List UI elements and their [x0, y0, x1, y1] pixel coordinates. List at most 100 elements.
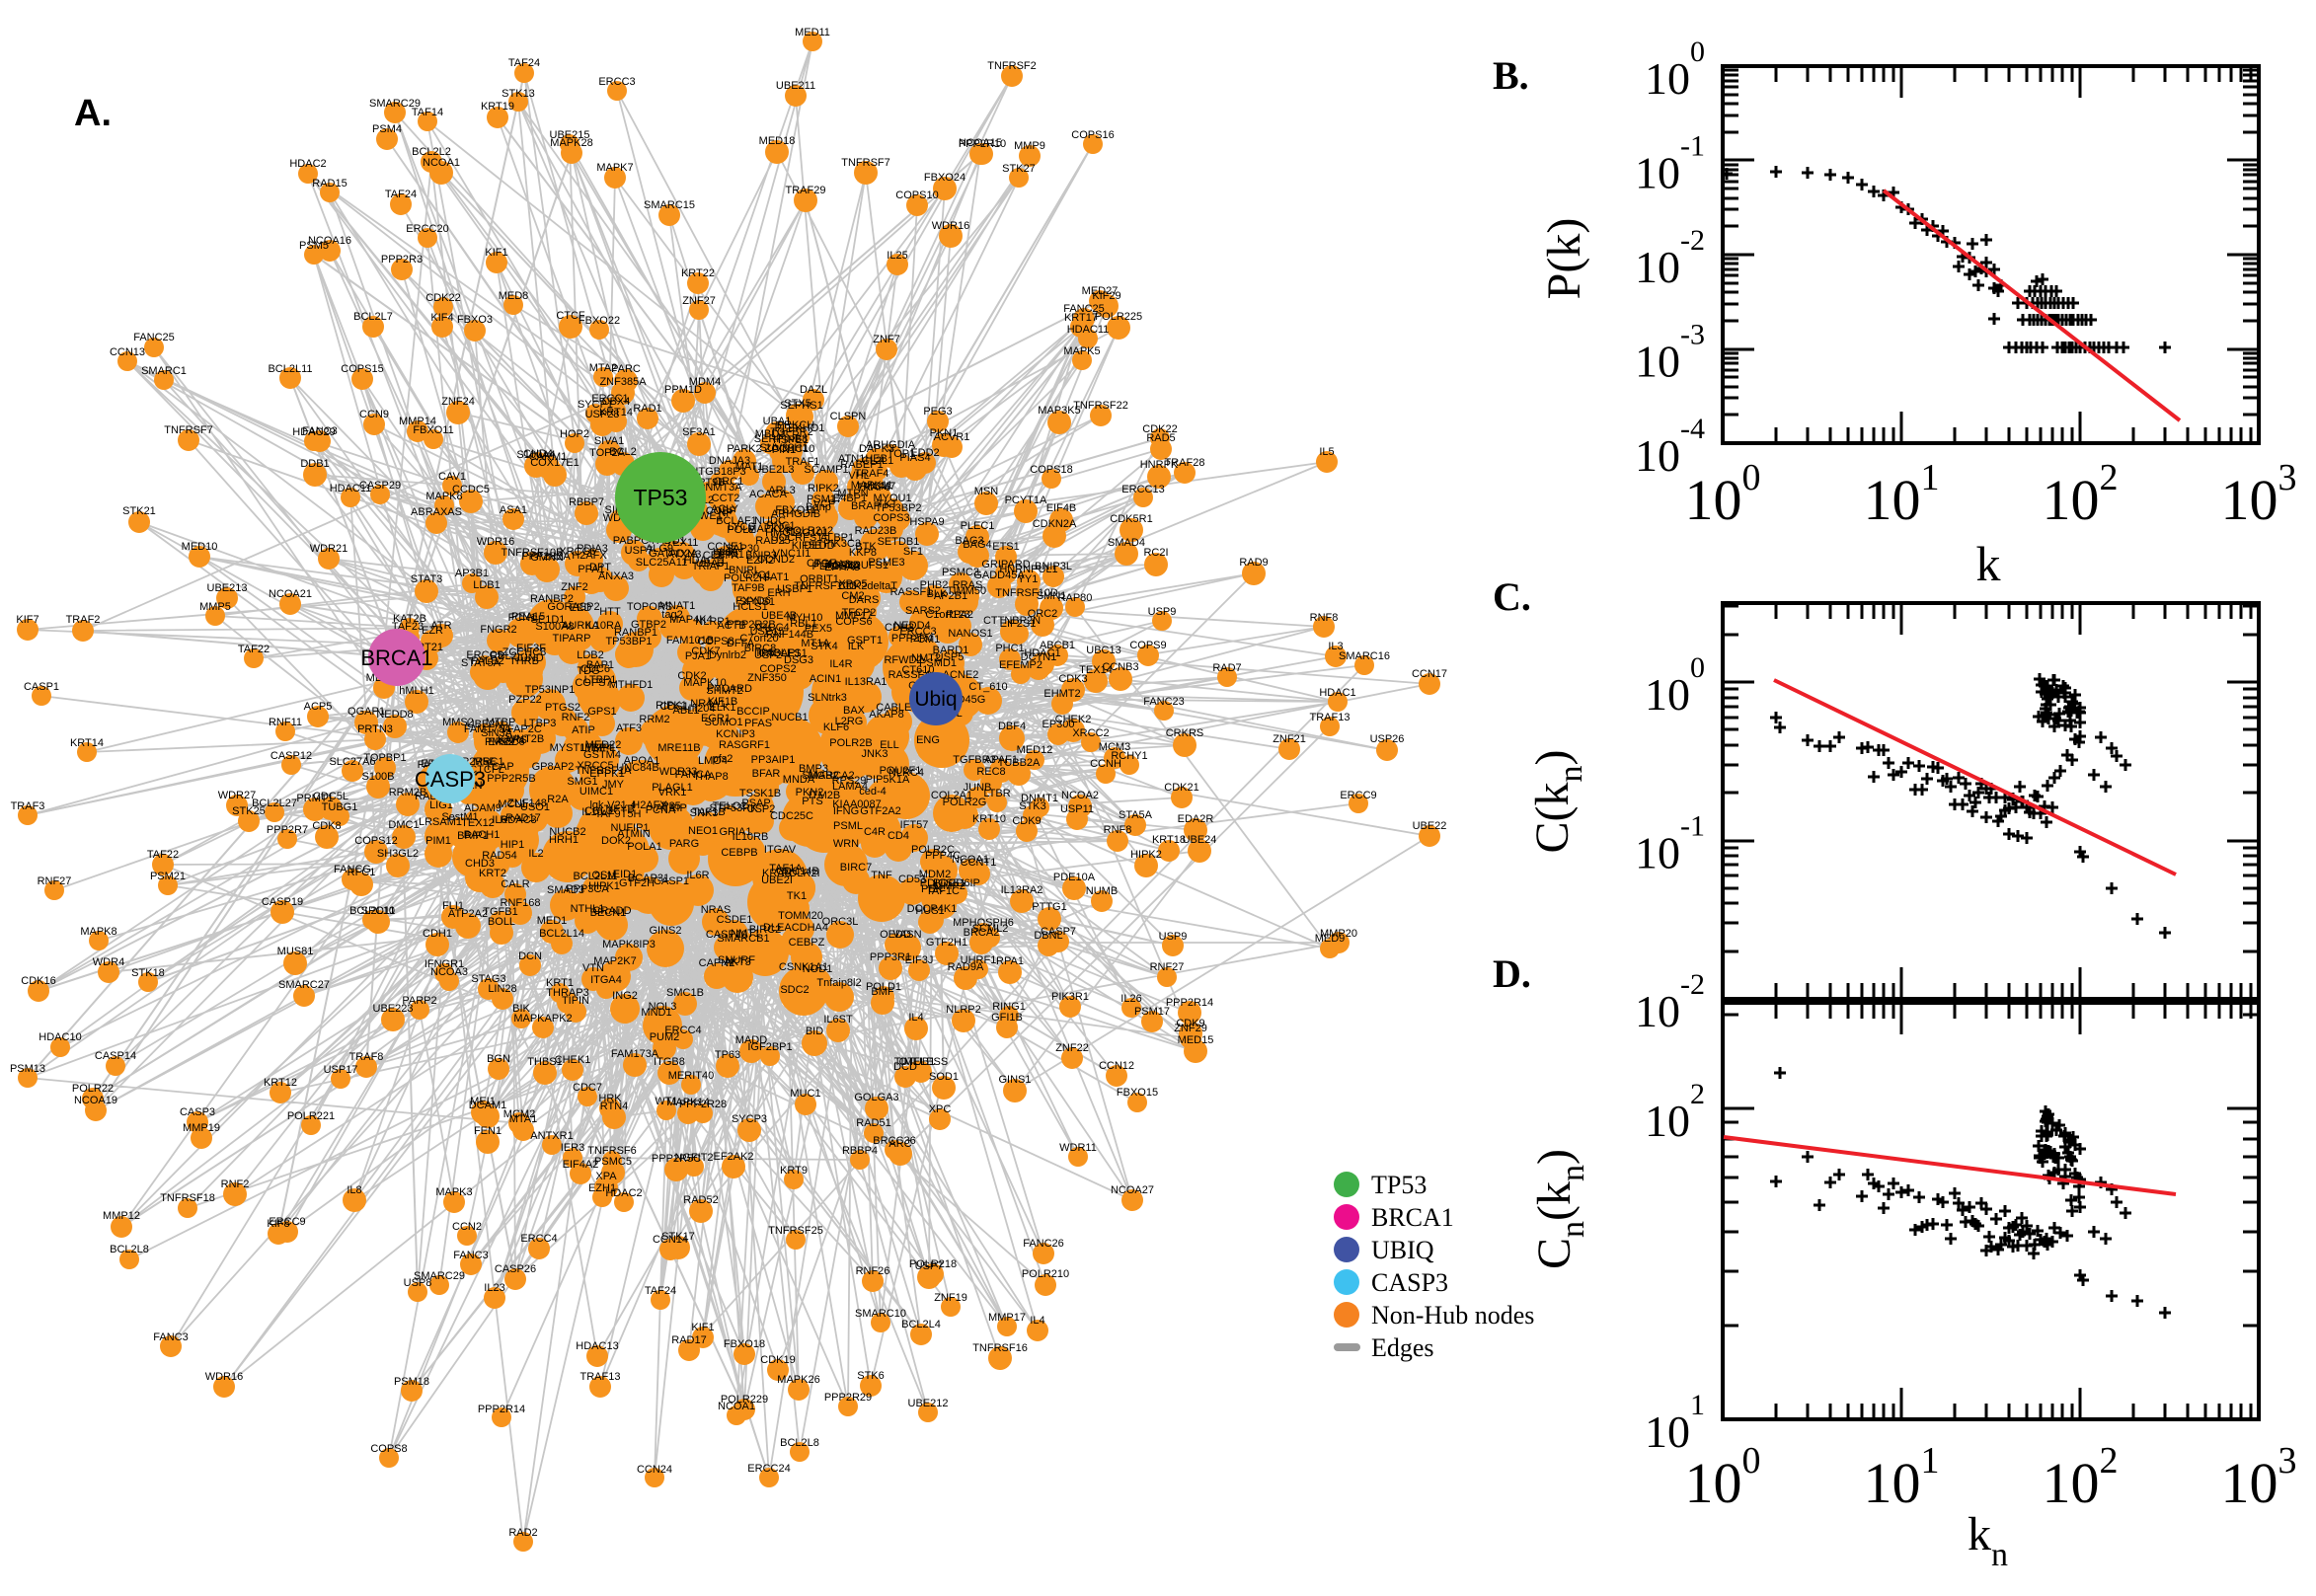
svg-text:TFCP2: TFCP2: [842, 607, 877, 619]
svg-text:TNFRSF7: TNFRSF7: [164, 424, 213, 436]
svg-text:CYC1: CYC1: [742, 570, 771, 581]
svg-text:IL6: IL6: [492, 814, 506, 826]
svg-text:ERCC5: ERCC5: [466, 649, 502, 661]
svg-text:DAPK3: DAPK3: [859, 443, 894, 455]
svg-text:MYST1: MYST1: [550, 742, 586, 754]
svg-text:NMT2: NMT2: [911, 652, 941, 664]
svg-text:BRCA1: BRCA1: [360, 646, 432, 670]
svg-text:CASP26: CASP26: [495, 1263, 536, 1275]
svg-text:GRIA1: GRIA1: [719, 826, 751, 838]
svg-text:JNK3: JNK3: [862, 748, 888, 760]
svg-text:APOA1: APOA1: [624, 755, 660, 767]
svg-text:LAMA4: LAMA4: [832, 781, 868, 793]
svg-text:MMP2: MMP2: [934, 880, 965, 892]
svg-text:MMP9: MMP9: [1014, 140, 1045, 152]
svg-text:GINS2: GINS2: [649, 925, 681, 937]
svg-text:KRT10: KRT10: [972, 813, 1006, 825]
svg-text:GTBP2: GTBP2: [631, 619, 666, 631]
svg-text:TNFRSF6: TNFRSF6: [587, 1145, 637, 1157]
svg-text:KIF1: KIF1: [485, 247, 507, 259]
svg-text:HSPA9: HSPA9: [909, 516, 944, 528]
svg-text:COX17E1: COX17E1: [530, 457, 579, 469]
svg-text:ZNF29: ZNF29: [1174, 1023, 1207, 1034]
svg-text:STK25: STK25: [232, 805, 266, 817]
svg-text:HCLS1: HCLS1: [733, 601, 767, 613]
svg-text:NCOA15: NCOA15: [959, 137, 1002, 149]
svg-text:PRTN3: PRTN3: [357, 723, 393, 735]
svg-text:LTBP1: LTBP1: [584, 674, 617, 686]
svg-text:FANCG: FANCG: [334, 864, 371, 875]
svg-text:POLR2G: POLR2G: [943, 797, 987, 808]
svg-text:BIRC8: BIRC8: [744, 643, 776, 654]
svg-text:ELK1: ELK1: [710, 702, 736, 714]
svg-text:npdA: npdA: [713, 546, 738, 558]
svg-text:SMARC27: SMARC27: [278, 979, 330, 991]
svg-text:TP63: TP63: [715, 1049, 740, 1061]
svg-text:CASP10: CASP10: [706, 929, 747, 941]
svg-text:NCOA27: NCOA27: [1111, 1184, 1154, 1196]
svg-text:JUND: JUND: [514, 652, 543, 664]
svg-text:PUM2: PUM2: [650, 1031, 680, 1043]
svg-text:STA5A: STA5A: [1119, 809, 1153, 821]
svg-text:CTCF: CTCF: [556, 310, 585, 322]
svg-text:CEBPZ: CEBPZ: [789, 937, 825, 949]
svg-text:CTGF: CTGF: [807, 558, 836, 570]
svg-text:MAPK26: MAPK26: [777, 1374, 819, 1386]
svg-text:NCOA19: NCOA19: [74, 1095, 117, 1106]
svg-text:TP53: TP53: [634, 485, 688, 510]
svg-text:NFYB: NFYB: [605, 803, 634, 815]
svg-text:NP: NP: [718, 507, 733, 519]
svg-text:TGFBR3: TGFBR3: [953, 754, 995, 766]
svg-text:EIF4B: EIF4B: [1046, 502, 1077, 514]
svg-text:IL10RB: IL10RB: [733, 831, 769, 843]
svg-text:SF3A1: SF3A1: [682, 426, 716, 438]
svg-text:PHB2: PHB2: [920, 579, 949, 591]
svg-text:PIP5K1A: PIP5K1A: [866, 774, 910, 786]
svg-text:PYCARD: PYCARD: [707, 683, 752, 695]
svg-text:SAP30: SAP30: [726, 543, 759, 555]
svg-text:NCOA2: NCOA2: [1061, 790, 1099, 801]
svg-text:ATRIP: ATRIP: [656, 802, 687, 814]
svg-text:Tnfaip8l2: Tnfaip8l2: [816, 977, 861, 989]
svg-text:TRAF8: TRAF8: [349, 1051, 384, 1063]
svg-text:RNF168: RNF168: [501, 897, 541, 909]
svg-text:BRCA1: BRCA1: [1371, 1203, 1454, 1232]
svg-text:E4BP1: E4BP1: [833, 493, 867, 504]
svg-text:RAD9: RAD9: [1239, 557, 1268, 569]
svg-text:B.: B.: [1493, 53, 1529, 98]
svg-text:CDK9: CDK9: [1176, 1018, 1204, 1029]
svg-text:FANC26: FANC26: [1023, 1238, 1064, 1250]
svg-text:NUFIP1: NUFIP1: [610, 822, 649, 834]
svg-text:SYCP3: SYCP3: [732, 1113, 767, 1125]
svg-text:UBC13: UBC13: [1086, 645, 1120, 656]
svg-text:HSPE1: HSPE1: [773, 434, 809, 446]
svg-text:ATN1HEB: ATN1HEB: [838, 453, 888, 465]
svg-text:BCL2L11: BCL2L11: [573, 871, 617, 882]
svg-text:COPS6: COPS6: [835, 616, 872, 628]
svg-text:POLA1: POLA1: [627, 841, 661, 853]
svg-text:SEPHS1: SEPHS1: [780, 400, 822, 412]
svg-text:PPP2R2B: PPP2R2B: [727, 619, 776, 631]
svg-text:GFI1B: GFI1B: [991, 1012, 1023, 1024]
svg-text:CASP12: CASP12: [270, 750, 312, 762]
svg-text:NOL3: NOL3: [649, 1001, 677, 1013]
svg-text:TIPIN: TIPIN: [562, 995, 589, 1007]
svg-text:HDAC29: HDAC29: [292, 426, 335, 438]
svg-text:SDC2: SDC2: [780, 984, 809, 996]
svg-text:MNDA: MNDA: [783, 774, 815, 786]
svg-text:R2A: R2A: [547, 794, 569, 805]
svg-text:HIP1: HIP1: [501, 839, 524, 851]
svg-text:TFAP2C: TFAP2C: [501, 723, 542, 735]
svg-text:BCL2L27: BCL2L27: [252, 798, 297, 809]
svg-text:BAX: BAX: [843, 705, 866, 717]
svg-text:100: 100: [1685, 457, 1761, 532]
svg-text:TIMM50: TIMM50: [947, 585, 986, 597]
svg-text:ACACA: ACACA: [749, 489, 788, 500]
svg-text:TUBB2A: TUBB2A: [998, 757, 1041, 769]
svg-text:UNC84B: UNC84B: [616, 762, 658, 774]
svg-text:CT_610: CT_610: [968, 681, 1007, 693]
svg-text:CHEK2: CHEK2: [1055, 714, 1092, 725]
svg-text:ced-4: ced-4: [859, 786, 887, 798]
svg-text:KIF1B: KIF1B: [708, 696, 738, 708]
svg-text:SAT1: SAT1: [763, 571, 790, 583]
